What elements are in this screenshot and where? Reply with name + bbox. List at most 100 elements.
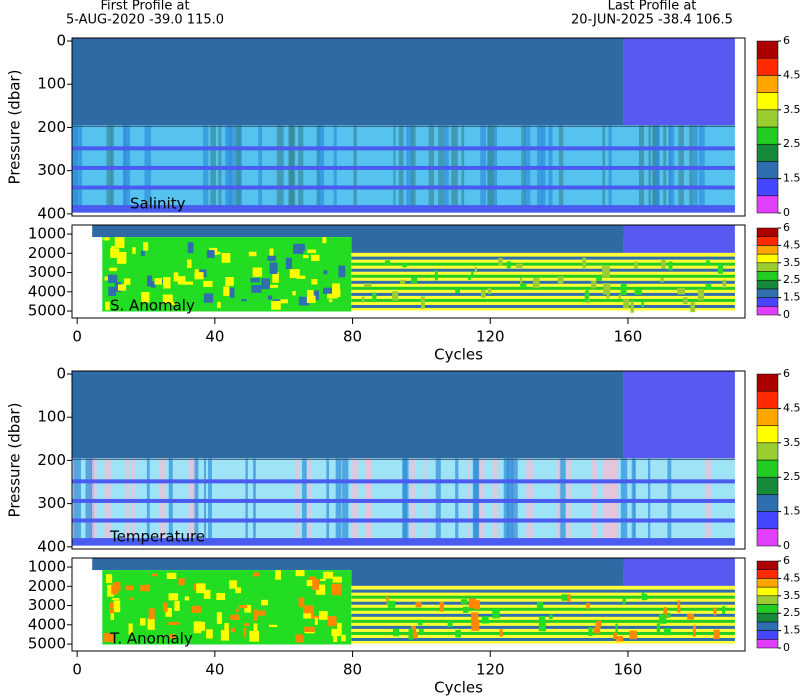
field-stripe	[72, 165, 735, 170]
y-tick-label: 3000	[28, 263, 66, 281]
field-cell	[455, 288, 460, 293]
field-cell	[333, 633, 338, 643]
field-cell	[311, 279, 318, 285]
field-cell	[298, 597, 305, 608]
y-tick-label: 0	[56, 365, 66, 383]
field-stripe	[72, 146, 735, 151]
field-cell	[387, 600, 396, 608]
field-stripe	[72, 518, 735, 523]
field-stripe	[351, 298, 735, 302]
field-cell	[481, 616, 489, 624]
field-cell	[584, 291, 588, 303]
field-cell	[408, 628, 413, 640]
field-cell	[310, 615, 320, 619]
colorbar-swatch	[756, 373, 779, 392]
colorbar-swatch	[756, 578, 779, 588]
field-cell	[150, 281, 156, 288]
colorbar-swatch	[756, 227, 779, 237]
field-cell	[143, 242, 149, 251]
field-cell	[460, 599, 468, 605]
field-cell	[166, 572, 177, 580]
field-block	[351, 225, 624, 253]
colorbar-tick-label: 3.5	[783, 103, 800, 116]
field-stripe	[351, 256, 735, 260]
field-cell	[331, 628, 341, 637]
field-cell	[107, 274, 118, 283]
field-cell	[129, 597, 134, 600]
field-cell	[187, 242, 194, 254]
colorbar-tick-label: 2.5	[783, 273, 800, 286]
field-cell	[372, 292, 377, 303]
field-cell	[194, 272, 204, 280]
annotation: 20-JUN-2025 -38.4 106.5	[571, 13, 733, 28]
field-stripe	[351, 262, 735, 266]
field-cell	[184, 596, 190, 601]
field-cell	[474, 266, 477, 273]
y-tick-label: 200	[37, 118, 66, 136]
field-cell	[439, 602, 445, 612]
panel-label: Temperature	[109, 528, 205, 546]
field-cell	[147, 617, 155, 630]
field-cell	[107, 584, 114, 597]
field-cell	[641, 301, 644, 308]
field	[72, 38, 735, 213]
field-stripe	[351, 292, 735, 296]
field-cell	[111, 598, 120, 601]
field-cell	[660, 277, 664, 283]
field-cell	[151, 573, 158, 577]
y-tick-label: 2000	[28, 577, 66, 595]
field-cell	[320, 578, 326, 581]
field-cell	[603, 283, 611, 295]
field-cell	[323, 287, 333, 295]
field-cell	[474, 600, 481, 610]
field-cell	[230, 627, 235, 633]
colorbar-tick-label: 0	[783, 206, 790, 219]
field-cell	[596, 276, 602, 281]
y-tick-label: 1000	[28, 558, 66, 576]
field-cell	[337, 622, 342, 635]
field-cell	[103, 632, 113, 643]
field-cell	[663, 628, 671, 636]
colorbar-swatch	[756, 442, 779, 461]
annotation: First Profile at	[100, 0, 189, 14]
colorbar-tick-label: 6	[783, 34, 790, 47]
field-cell	[659, 614, 667, 624]
field-cell	[384, 260, 391, 266]
field-cell	[615, 623, 618, 634]
colorbar-swatch	[756, 195, 779, 214]
colorbar-swatch	[756, 604, 779, 614]
x-tick-label: 0	[72, 661, 82, 679]
field-cell	[110, 248, 120, 258]
field-cell	[567, 594, 571, 602]
field-block	[72, 371, 624, 459]
field-cell	[591, 280, 597, 289]
y-tick-label: 5000	[28, 302, 66, 320]
field-stripe	[72, 538, 735, 543]
field-cell	[191, 605, 202, 613]
x-axis-label: Cycles	[434, 346, 483, 364]
colorbar-tick-label: 0	[783, 308, 790, 321]
field-cell	[177, 276, 186, 285]
colorbar-swatch	[756, 126, 779, 145]
field-cell	[140, 618, 146, 626]
field-stripe	[351, 595, 735, 599]
field-cell	[595, 620, 602, 628]
field-cell	[586, 602, 590, 609]
field-cell	[257, 610, 266, 616]
field-cell	[332, 576, 342, 583]
y-tick-label: 200	[37, 451, 66, 469]
field-cell	[170, 634, 175, 639]
colorbar-swatch	[756, 476, 779, 495]
field-cell	[613, 632, 617, 640]
field-cell	[295, 634, 304, 643]
field-stripe	[351, 637, 735, 641]
field-cell	[668, 261, 673, 271]
colorbar-swatch	[756, 408, 779, 426]
field-cell	[111, 245, 115, 250]
field-cell	[498, 258, 503, 266]
field-cell	[467, 275, 471, 280]
field-cell	[656, 623, 661, 633]
x-tick-label: 40	[205, 661, 224, 679]
field-cell	[168, 593, 179, 601]
field-cell	[194, 269, 199, 272]
